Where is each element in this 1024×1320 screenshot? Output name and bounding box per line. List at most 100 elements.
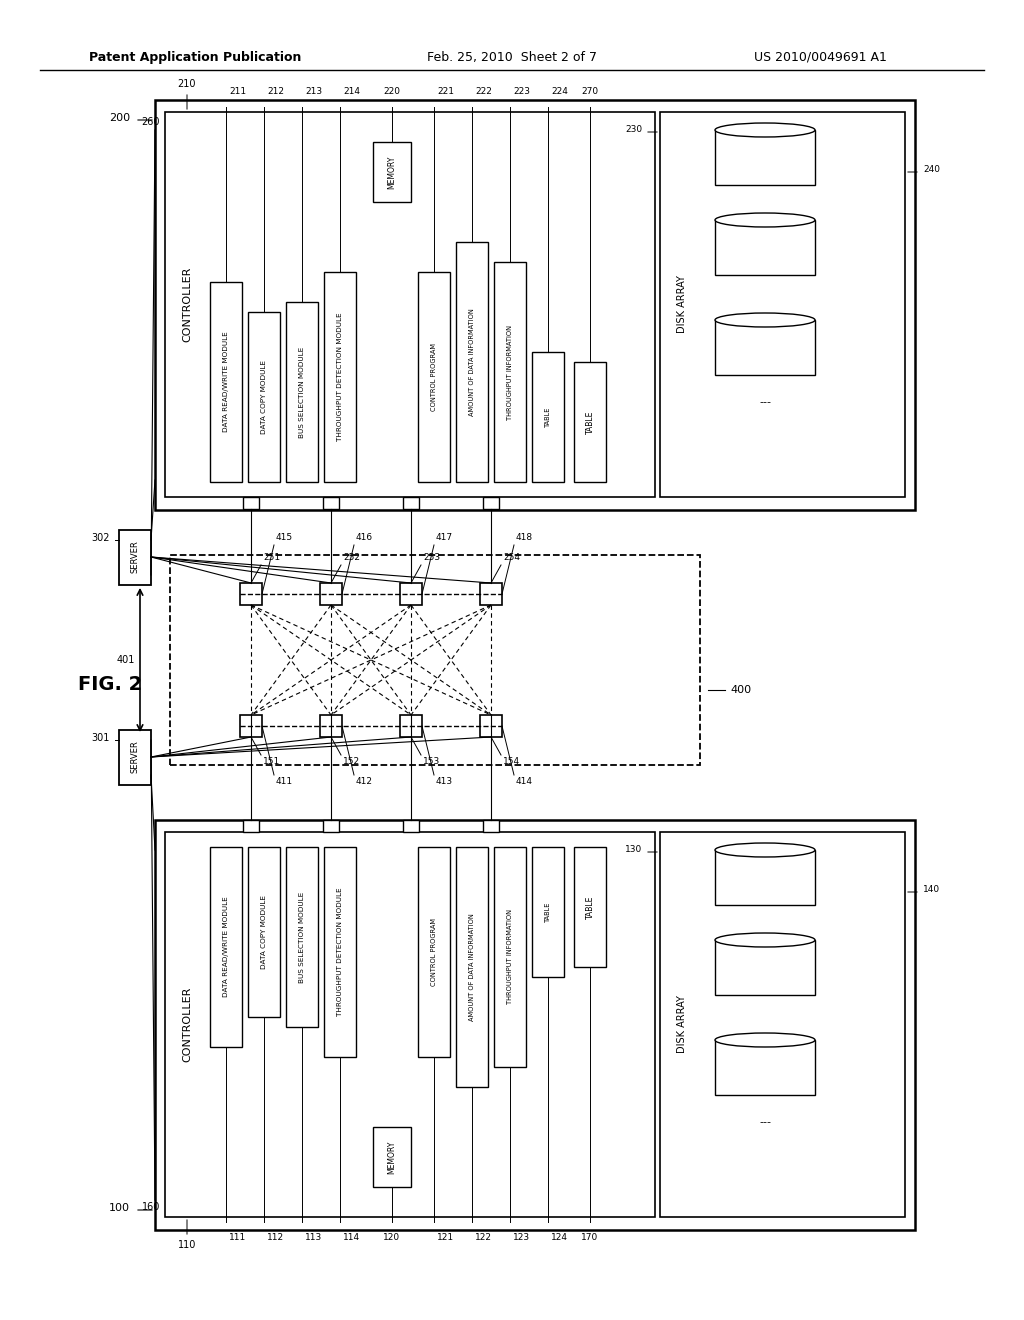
Text: 114: 114 — [343, 1233, 360, 1242]
Text: CONTROLLER: CONTROLLER — [182, 267, 193, 342]
Bar — [660, 112, 905, 498]
Text: THROUGHPUT INFORMATION: THROUGHPUT INFORMATION — [507, 909, 513, 1005]
Bar — [483, 820, 499, 832]
Text: 302: 302 — [91, 533, 110, 543]
Text: DATA COPY MODULE: DATA COPY MODULE — [261, 360, 267, 434]
Text: FIG. 2: FIG. 2 — [78, 676, 142, 694]
Text: 122: 122 — [475, 1233, 492, 1242]
Text: 212: 212 — [267, 87, 284, 96]
Text: 415: 415 — [276, 533, 293, 543]
Text: 123: 123 — [513, 1233, 530, 1242]
Text: 151: 151 — [263, 758, 281, 767]
Text: AMOUNT OF DATA INFORMATION: AMOUNT OF DATA INFORMATION — [469, 913, 475, 1020]
Text: Patent Application Publication: Patent Application Publication — [89, 50, 301, 63]
Text: TABLE: TABLE — [586, 411, 595, 434]
Text: Feb. 25, 2010  Sheet 2 of 7: Feb. 25, 2010 Sheet 2 of 7 — [427, 50, 597, 63]
Text: 301: 301 — [91, 733, 110, 743]
Text: SERVER: SERVER — [130, 741, 139, 774]
Bar — [323, 498, 339, 510]
Text: 152: 152 — [343, 758, 360, 767]
Text: 213: 213 — [305, 87, 323, 96]
Bar — [286, 847, 318, 1027]
Text: DISK ARRAY: DISK ARRAY — [677, 995, 687, 1053]
Bar — [248, 847, 280, 1016]
Bar — [480, 583, 502, 605]
Bar — [715, 220, 815, 275]
Text: MEMORY: MEMORY — [387, 1140, 396, 1173]
Bar — [248, 312, 280, 482]
Text: 153: 153 — [423, 758, 440, 767]
Bar — [243, 820, 259, 832]
Bar — [483, 498, 499, 510]
Bar — [494, 261, 526, 482]
Text: 411: 411 — [276, 777, 293, 787]
Bar — [532, 847, 564, 977]
Ellipse shape — [715, 933, 815, 946]
Bar — [319, 715, 342, 737]
Text: 110: 110 — [178, 1239, 197, 1250]
Text: 413: 413 — [436, 777, 454, 787]
Text: SERVER: SERVER — [130, 541, 139, 573]
Text: BUS SELECTION MODULE: BUS SELECTION MODULE — [299, 891, 305, 982]
Bar — [480, 715, 502, 737]
Bar — [400, 583, 422, 605]
Text: DATA READ/WRITE MODULE: DATA READ/WRITE MODULE — [223, 331, 229, 433]
Text: 414: 414 — [516, 777, 534, 787]
Bar — [165, 112, 655, 498]
Text: 252: 252 — [343, 553, 360, 562]
Text: BUS SELECTION MODULE: BUS SELECTION MODULE — [299, 346, 305, 438]
Text: 251: 251 — [263, 553, 281, 562]
Text: THROUGHPUT INFORMATION: THROUGHPUT INFORMATION — [507, 325, 513, 420]
Text: 221: 221 — [437, 87, 454, 96]
Text: TABLE: TABLE — [545, 407, 551, 428]
Bar — [532, 352, 564, 482]
Text: AMOUNT OF DATA INFORMATION: AMOUNT OF DATA INFORMATION — [469, 308, 475, 416]
Text: 100: 100 — [109, 1203, 130, 1213]
Text: 400: 400 — [730, 685, 752, 696]
Bar — [170, 554, 700, 766]
Bar — [400, 715, 422, 737]
Ellipse shape — [715, 123, 815, 137]
Ellipse shape — [715, 313, 815, 327]
Bar — [210, 847, 242, 1047]
Ellipse shape — [715, 843, 815, 857]
Bar — [660, 832, 905, 1217]
Bar — [324, 847, 356, 1057]
Bar — [418, 272, 450, 482]
Text: 416: 416 — [356, 533, 373, 543]
Text: 111: 111 — [229, 1233, 246, 1242]
Bar — [165, 832, 655, 1217]
Text: 154: 154 — [503, 758, 520, 767]
Bar — [574, 362, 606, 482]
Text: 230: 230 — [625, 125, 642, 135]
Text: THROUGHPUT DETECTION MODULE: THROUGHPUT DETECTION MODULE — [337, 313, 343, 441]
Text: 254: 254 — [503, 553, 520, 562]
Text: 140: 140 — [923, 886, 940, 895]
Text: CONTROL PROGRAM: CONTROL PROGRAM — [431, 343, 437, 411]
Text: ---: --- — [759, 397, 771, 407]
Text: ---: --- — [759, 1117, 771, 1127]
Text: DATA COPY MODULE: DATA COPY MODULE — [261, 895, 267, 969]
Bar — [715, 319, 815, 375]
Text: 113: 113 — [305, 1233, 323, 1242]
Text: 112: 112 — [267, 1233, 284, 1242]
Bar — [155, 100, 915, 510]
Text: 214: 214 — [343, 87, 360, 96]
Bar — [715, 1040, 815, 1096]
Bar — [119, 730, 151, 785]
Bar — [715, 129, 815, 185]
Text: 220: 220 — [384, 87, 400, 96]
Bar — [373, 143, 411, 202]
Text: DISK ARRAY: DISK ARRAY — [677, 275, 687, 333]
Text: 260: 260 — [141, 117, 160, 127]
Bar — [715, 940, 815, 995]
Text: 412: 412 — [356, 777, 373, 787]
Bar — [418, 847, 450, 1057]
Bar — [574, 847, 606, 968]
Text: DATA READ/WRITE MODULE: DATA READ/WRITE MODULE — [223, 896, 229, 998]
Text: US 2010/0049691 A1: US 2010/0049691 A1 — [754, 50, 887, 63]
Bar — [323, 820, 339, 832]
Bar — [319, 583, 342, 605]
Bar — [243, 498, 259, 510]
Text: 240: 240 — [923, 165, 940, 174]
